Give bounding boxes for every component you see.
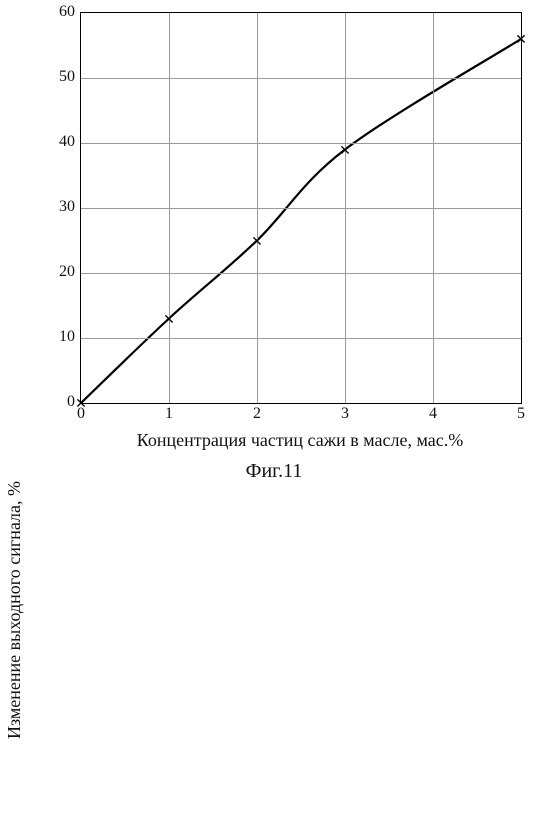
gridline-v (257, 13, 258, 403)
data-marker: ✕ (513, 31, 529, 47)
plot-area: 0102030405060012345✕✕✕✕✕ (80, 12, 522, 404)
x-tick-label: 3 (335, 405, 355, 423)
gridline-h (81, 273, 521, 274)
x-tick-label: 4 (423, 405, 443, 423)
data-marker: ✕ (73, 395, 89, 411)
x-axis-label-text: Концентрация частиц сажи в масле, мас.% (137, 430, 464, 450)
gridline-h (81, 143, 521, 144)
data-marker: ✕ (249, 233, 265, 249)
y-tick-label: 20 (47, 263, 75, 281)
y-tick-label: 60 (47, 3, 75, 21)
y-tick-label: 30 (47, 198, 75, 216)
gridline-v (433, 13, 434, 403)
y-axis-label-text: Изменение выходного сигнала, % (4, 481, 24, 739)
x-axis-label: Концентрация частиц сажи в масле, мас.% (80, 430, 520, 451)
gridline-h (81, 78, 521, 79)
figure-caption: Фиг.11 (0, 460, 548, 483)
figure-caption-text: Фиг.11 (246, 460, 303, 482)
gridline-h (81, 338, 521, 339)
gridline-v (169, 13, 170, 403)
x-tick-label: 5 (511, 405, 531, 423)
x-tick-label: 1 (159, 405, 179, 423)
y-tick-label: 50 (47, 68, 75, 86)
data-marker: ✕ (161, 311, 177, 327)
y-tick-label: 10 (47, 328, 75, 346)
gridline-h (81, 208, 521, 209)
data-marker: ✕ (337, 142, 353, 158)
y-tick-label: 40 (47, 133, 75, 151)
gridline-v (345, 13, 346, 403)
x-tick-label: 2 (247, 405, 267, 423)
figure: Изменение выходного сигнала, % 010203040… (0, 0, 548, 500)
